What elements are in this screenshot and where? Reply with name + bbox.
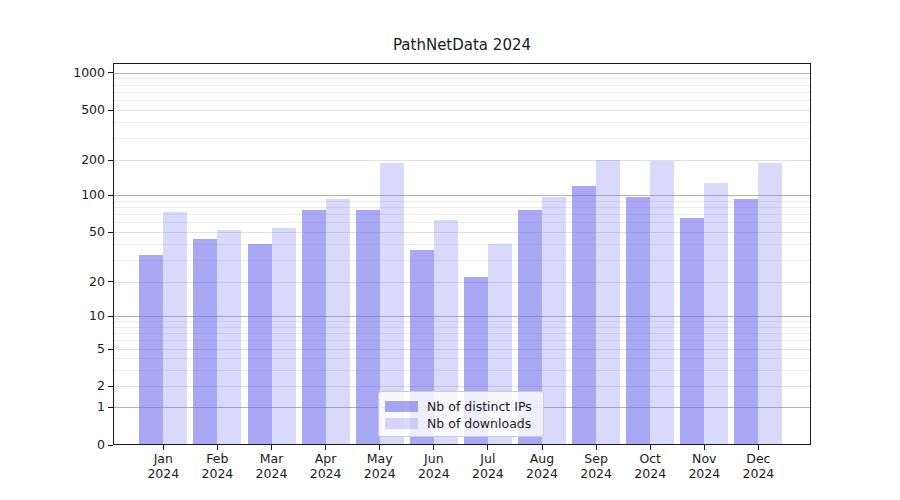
y-tick-label: 500 bbox=[0, 102, 105, 118]
x-tick-mark bbox=[217, 445, 218, 450]
y-tick-label: 5 bbox=[0, 341, 105, 357]
x-tick-mark bbox=[596, 445, 597, 450]
y-tick-label: 2 bbox=[0, 378, 105, 394]
legend-item-downloads: Nb of downloads bbox=[385, 415, 535, 432]
bar-downloads-sep bbox=[596, 160, 620, 444]
x-tick-mark bbox=[325, 445, 326, 450]
y-tick-mark bbox=[108, 195, 113, 196]
bar-downloads-jan bbox=[163, 212, 187, 444]
x-tick-year: 2024 bbox=[718, 466, 798, 481]
chart-figure: PathNetData 2024 10005002001005020105210… bbox=[0, 0, 900, 500]
x-tick-month: Dec bbox=[718, 451, 798, 466]
y-tick-mark bbox=[108, 349, 113, 350]
bars-layer bbox=[114, 64, 810, 444]
y-tick-label: 1000 bbox=[0, 65, 105, 81]
y-tick-mark bbox=[108, 232, 113, 233]
bar-ips-nov bbox=[680, 218, 704, 444]
y-tick-label: 1 bbox=[0, 399, 105, 415]
x-tick-mark bbox=[433, 445, 434, 450]
bar-ips-dec bbox=[734, 199, 758, 444]
legend-swatch-distinct-ips bbox=[385, 401, 418, 412]
bar-downloads-feb bbox=[217, 230, 241, 444]
y-tick-mark bbox=[108, 386, 113, 387]
bar-ips-mar bbox=[248, 244, 272, 444]
bar-ips-feb bbox=[193, 239, 217, 444]
x-tick-mark bbox=[704, 445, 705, 450]
y-tick-label: 10 bbox=[0, 308, 105, 324]
y-tick-label: 200 bbox=[0, 152, 105, 168]
bar-downloads-dec bbox=[758, 163, 782, 444]
bar-ips-may bbox=[356, 210, 380, 444]
x-tick-label: Dec2024 bbox=[718, 451, 798, 481]
chart-title: PathNetData 2024 bbox=[113, 36, 811, 54]
x-tick-mark bbox=[163, 445, 164, 450]
bar-downloads-nov bbox=[704, 183, 728, 444]
y-tick-mark bbox=[108, 281, 113, 282]
bar-ips-apr bbox=[302, 210, 326, 444]
y-tick-label: 20 bbox=[0, 274, 105, 290]
x-tick-mark bbox=[758, 445, 759, 450]
legend-swatch-downloads bbox=[385, 418, 418, 429]
x-tick-mark bbox=[271, 445, 272, 450]
y-tick-mark bbox=[108, 110, 113, 111]
y-tick-mark bbox=[108, 407, 113, 408]
x-tick-mark bbox=[487, 445, 488, 450]
bar-downloads-oct bbox=[650, 161, 674, 444]
x-tick-mark bbox=[650, 445, 651, 450]
legend: Nb of distinct IPs Nb of downloads bbox=[378, 391, 544, 437]
legend-item-distinct-ips: Nb of distinct IPs bbox=[385, 398, 535, 415]
y-tick-label: 0 bbox=[0, 437, 105, 453]
y-tick-mark bbox=[108, 316, 113, 317]
y-tick-mark bbox=[108, 72, 113, 73]
bar-ips-jan bbox=[139, 255, 163, 444]
bar-downloads-apr bbox=[326, 199, 350, 444]
bar-ips-oct bbox=[626, 197, 650, 444]
y-tick-mark bbox=[108, 160, 113, 161]
y-tick-label: 100 bbox=[0, 187, 105, 203]
y-tick-label: 50 bbox=[0, 224, 105, 240]
y-tick-mark bbox=[108, 445, 113, 446]
bar-ips-sep bbox=[572, 186, 596, 444]
legend-label-downloads: Nb of downloads bbox=[427, 416, 531, 431]
legend-label-distinct-ips: Nb of distinct IPs bbox=[427, 399, 532, 414]
x-tick-mark bbox=[542, 445, 543, 450]
x-tick-mark bbox=[379, 445, 380, 450]
bar-downloads-aug bbox=[542, 197, 566, 444]
plot-area bbox=[113, 63, 811, 445]
bar-downloads-mar bbox=[272, 228, 296, 444]
